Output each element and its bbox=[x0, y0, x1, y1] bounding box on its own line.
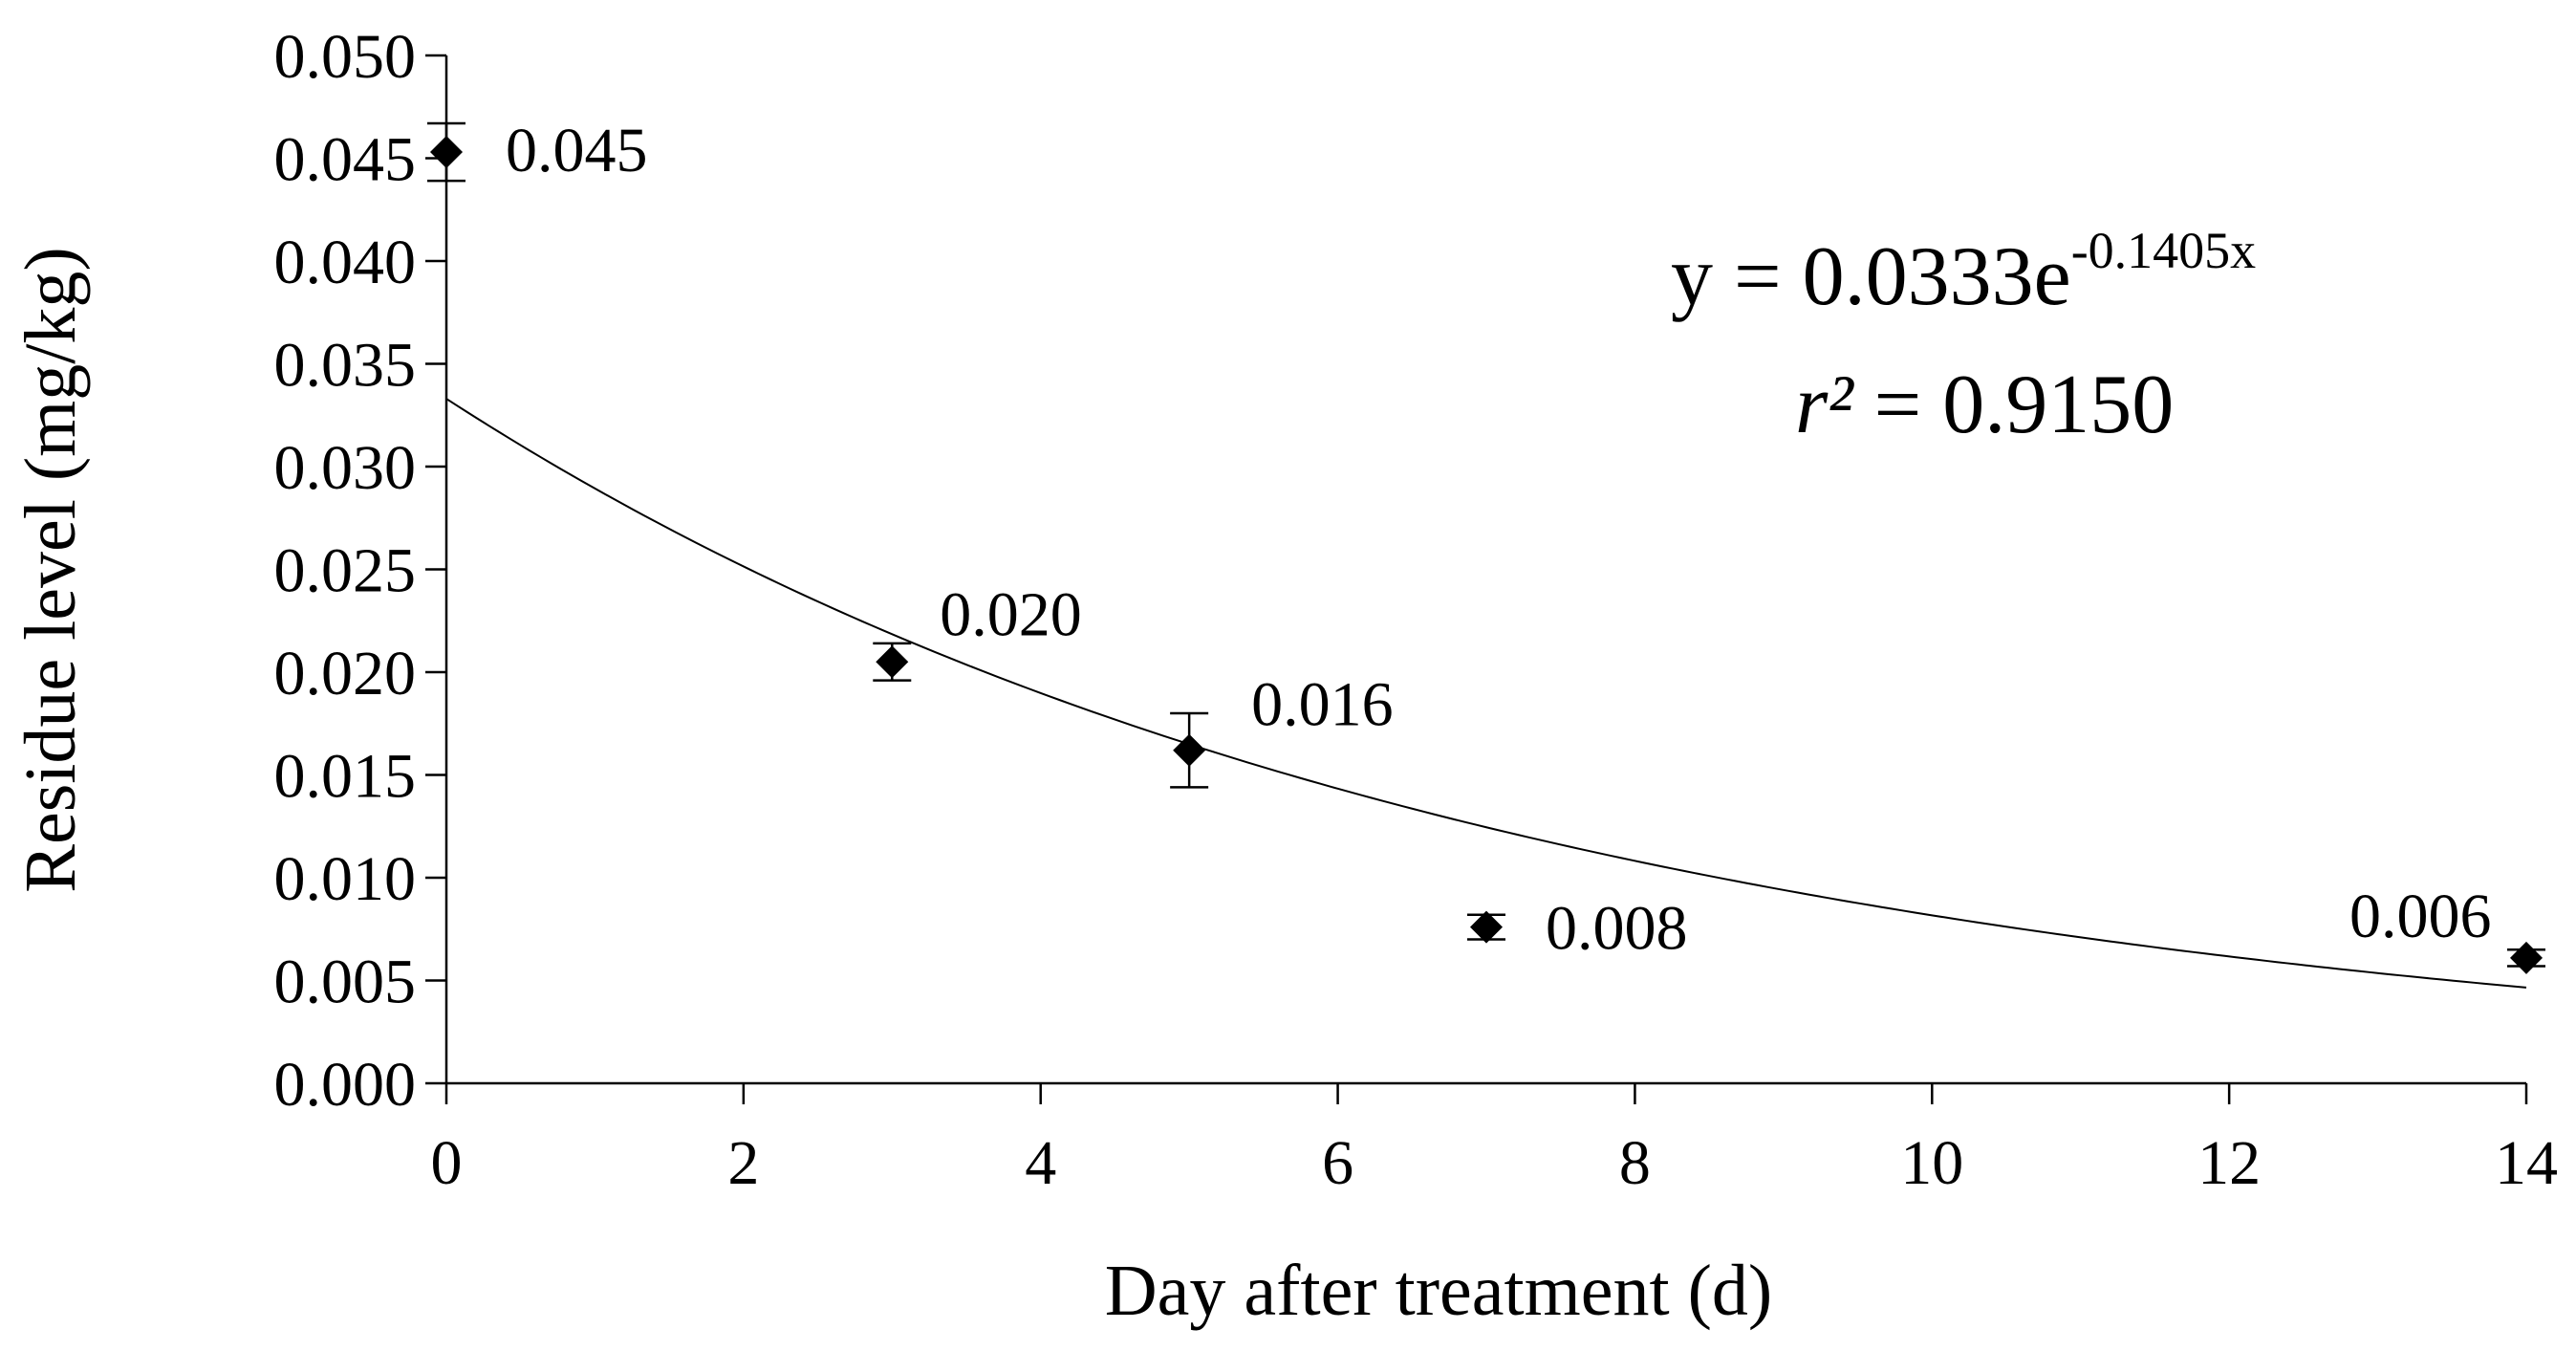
x-tick-label: 4 bbox=[1025, 1128, 1056, 1198]
equation-exponent: -0.1405x bbox=[2071, 222, 2256, 279]
data-label: 0.016 bbox=[1251, 670, 1394, 740]
data-label: 0.006 bbox=[2349, 882, 2492, 951]
y-tick-label: 0.005 bbox=[274, 948, 417, 1017]
x-axis: 0 2 4 6 8 10 12 14 bbox=[431, 1083, 2558, 1198]
x-axis-title: Day after treatment (d) bbox=[1105, 1251, 1772, 1331]
data-label: 0.020 bbox=[940, 579, 1081, 649]
data-point: 0.006 bbox=[2349, 882, 2545, 974]
equation-label: y = 0.0333e-0.1405x bbox=[1671, 222, 2256, 323]
trendline bbox=[445, 398, 2527, 989]
data-label: 0.008 bbox=[1546, 894, 1688, 964]
r-squared-value: = 0.9150 bbox=[1853, 359, 2175, 451]
y-axis: 0.000 0.005 0.010 0.015 0.020 0.025 0.030 0.035… bbox=[274, 22, 446, 1120]
x-tick-label: 6 bbox=[1322, 1128, 1353, 1198]
x-tick-label: 14 bbox=[2495, 1128, 2558, 1198]
y-tick-label: 0.040 bbox=[274, 228, 417, 297]
r-squared-symbol: r² bbox=[1795, 359, 1854, 451]
data-point-marker bbox=[876, 645, 909, 679]
data-label: 0.045 bbox=[506, 116, 648, 185]
x-tick-label: 12 bbox=[2197, 1128, 2261, 1198]
data-point-marker bbox=[1470, 910, 1503, 944]
y-axis-title: Residue level (mg/kg) bbox=[11, 247, 91, 892]
data-point: 0.045 bbox=[427, 116, 648, 185]
x-tick-label: 0 bbox=[431, 1128, 463, 1198]
data-point-marker bbox=[430, 136, 463, 169]
series-residue: 0.045 0.020 0.016 0.008 0.006 bbox=[427, 116, 2545, 974]
y-tick-label: 0.020 bbox=[274, 639, 417, 708]
y-tick-label: 0.015 bbox=[274, 742, 417, 812]
data-point: 0.008 bbox=[1467, 894, 1688, 964]
y-tick-label: 0.025 bbox=[274, 536, 417, 606]
y-tick-label: 0.045 bbox=[274, 125, 417, 195]
y-tick-label: 0.010 bbox=[274, 844, 417, 914]
y-tick-label: 0.000 bbox=[274, 1050, 417, 1120]
y-tick-label: 0.050 bbox=[274, 22, 417, 92]
r-squared-label: r² = 0.9150 bbox=[1795, 359, 2174, 451]
x-tick-label: 8 bbox=[1619, 1128, 1651, 1198]
data-point-marker bbox=[1173, 733, 1206, 767]
x-tick-label: 10 bbox=[1900, 1128, 1963, 1198]
y-tick-label: 0.035 bbox=[274, 331, 417, 401]
data-point: 0.020 bbox=[873, 579, 1082, 682]
data-point: 0.016 bbox=[1170, 670, 1394, 789]
x-tick-label: 2 bbox=[727, 1128, 759, 1198]
data-point-marker bbox=[2510, 941, 2543, 974]
equation-prefix: y = 0.0333e bbox=[1671, 230, 2071, 323]
y-tick-label: 0.030 bbox=[274, 433, 417, 503]
